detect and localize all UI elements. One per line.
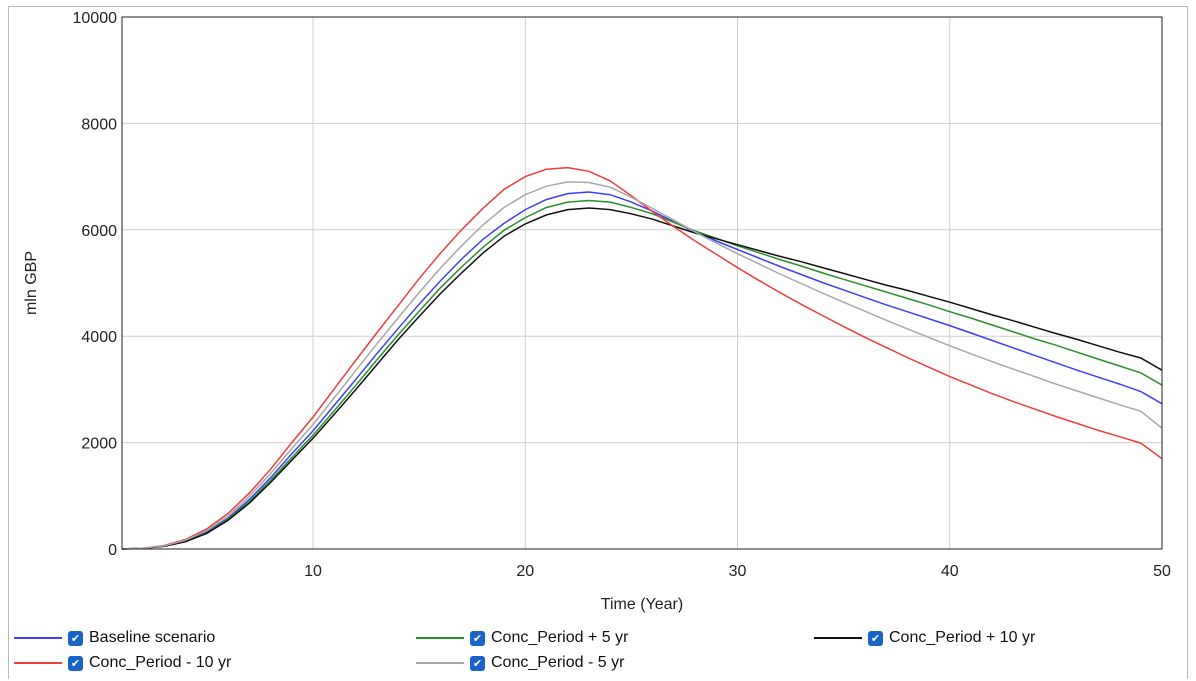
y-tick-label: 8000	[81, 116, 117, 133]
chart-frame	[8, 6, 1188, 679]
legend-label: Conc_Period + 5 yr	[491, 629, 629, 646]
series-line-conc-period-5-yr	[121, 199, 1163, 550]
legend-swatch	[814, 637, 862, 639]
legend-label: Baseline scenario	[89, 629, 216, 646]
checkbox-checked-icon[interactable]: ✔	[470, 630, 485, 646]
legend-swatch	[14, 637, 62, 639]
x-tick-label: 10	[304, 563, 322, 580]
legend-item-conc-period-5-yr[interactable]: ✔ Conc_Period - 5 yr	[416, 652, 624, 674]
legend-item-conc-period-10-yr[interactable]: ✔ Conc_Period + 10 yr	[814, 627, 1035, 649]
series-line-conc-period-10-yr	[121, 207, 1163, 550]
plot-area-border	[121, 16, 1163, 550]
y-tick-label: 4000	[81, 329, 117, 346]
legend-item-baseline-scenario[interactable]: ✔ Baseline scenario	[14, 627, 215, 649]
y-tick-label: 10000	[73, 10, 118, 27]
x-tick-label: 30	[729, 563, 747, 580]
line-chart: 10 20 30 40 50 0 2000 4000 6000 8000 10000 Time (Y…	[23, 10, 1172, 613]
legend-label: Conc_Period - 5 yr	[491, 654, 625, 671]
legend-label: Conc_Period + 10 yr	[889, 629, 1036, 646]
legend-item-conc-period-5-yr[interactable]: ✔ Conc_Period + 5 yr	[416, 627, 628, 649]
tick-labels: 10 20 30 40 50 0 2000 4000 6000 8000 10000	[73, 10, 1172, 580]
legend-swatch	[416, 662, 464, 664]
x-tick-label: 50	[1153, 563, 1171, 580]
checkbox-checked-icon[interactable]: ✔	[470, 655, 485, 671]
checkbox-checked-icon[interactable]: ✔	[68, 655, 83, 671]
legend-item-conc-period-10-yr[interactable]: ✔ Conc_Period - 10 yr	[14, 652, 231, 674]
checkbox-checked-icon[interactable]: ✔	[868, 630, 883, 646]
checkbox-checked-icon[interactable]: ✔	[68, 630, 83, 646]
x-axis-title: Time (Year)	[601, 596, 683, 613]
y-tick-label: 2000	[81, 436, 117, 453]
y-tick-label: 6000	[81, 223, 117, 240]
series-line-conc-period-5-yr	[121, 181, 1163, 550]
series-line-baseline-scenario	[121, 191, 1163, 550]
legend: ✔ Baseline scenario ✔ Conc_Period + 5 yr ✔ Co…	[0, 624, 1196, 680]
x-tick-label: 20	[516, 563, 534, 580]
series-line-conc-period-10-yr	[121, 166, 1163, 550]
legend-swatch	[14, 662, 62, 664]
y-tick-label: 0	[108, 542, 117, 559]
x-tick-label: 40	[941, 563, 959, 580]
y-axis-title: mln GBP	[23, 251, 40, 315]
series-lines	[121, 166, 1163, 550]
legend-swatch	[416, 637, 464, 639]
legend-label: Conc_Period - 10 yr	[89, 654, 232, 671]
